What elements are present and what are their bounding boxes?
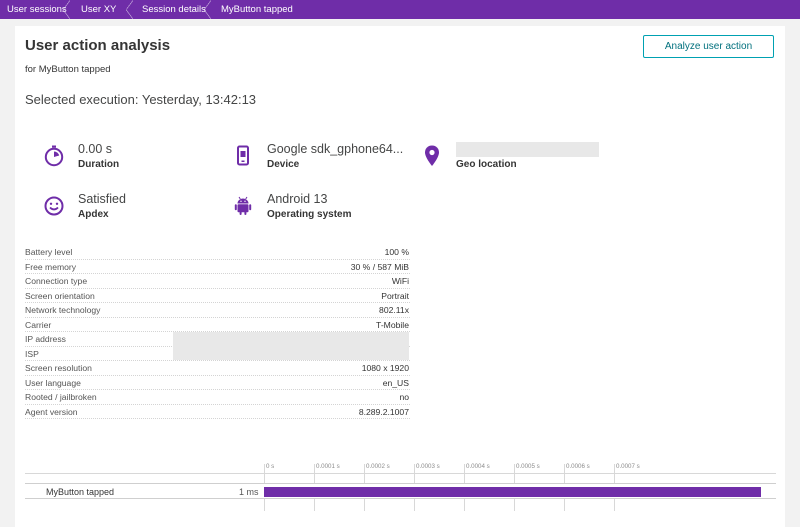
- apdex-tile: Satisfied Apdex: [42, 192, 242, 226]
- geo-location-tile: Geo location: [420, 142, 610, 176]
- stopwatch-icon: [42, 144, 66, 168]
- timeline-tick-label: 0.0007 s: [616, 463, 640, 470]
- table-row: ISP: [25, 347, 410, 361]
- os-label: Operating system: [267, 209, 352, 220]
- table-row: Battery level 100 %: [25, 245, 410, 260]
- timeline-axis: [25, 473, 776, 474]
- property-key: Carrier: [25, 319, 52, 330]
- breadcrumb: User sessions User XY Session details My…: [0, 0, 800, 19]
- table-row: Rooted / jailbroken no: [25, 390, 410, 405]
- property-key: IP address: [25, 334, 66, 344]
- timeline-tick-label: 0.0004 s: [466, 463, 490, 470]
- property-key: Free memory: [25, 261, 77, 272]
- action-timeline: 0 s 0.0001 s 0.0002 s 0.0003 s 0.0004 s …: [25, 463, 776, 513]
- property-key: Screen resolution: [25, 363, 92, 373]
- property-value: 1080 x 1920: [361, 363, 409, 373]
- duration-label: Duration: [78, 159, 120, 170]
- property-key: ISP: [25, 348, 39, 359]
- table-row: User language en_US: [25, 376, 410, 390]
- table-row: Free memory 30 % / 587 MiB: [25, 260, 410, 274]
- property-key: Connection type: [25, 276, 88, 286]
- operating-system-tile: Android 13 Operating system: [231, 192, 421, 226]
- timeline-action-duration: 1 ms: [239, 487, 259, 497]
- property-value: 100 %: [384, 247, 409, 257]
- table-row: Carrier T-Mobile: [25, 318, 410, 332]
- property-key: Screen orientation: [25, 290, 95, 301]
- smiley-icon: [42, 194, 66, 218]
- property-value: WiFi: [391, 276, 409, 286]
- property-value: en_US: [382, 377, 409, 388]
- property-value: no: [399, 392, 409, 402]
- timeline-tick-label: 0.0001 s: [316, 463, 340, 470]
- table-row: Agent version 8.289.2.1007: [25, 405, 410, 419]
- property-value: Portrait: [381, 290, 409, 301]
- redacted-ip-isp: [173, 332, 409, 360]
- session-properties-table: Battery level 100 % Free memory 30 % / 587…: [25, 245, 410, 419]
- geo-location-label: Geo location: [456, 159, 517, 170]
- property-value: 30 % / 587 MiB: [350, 261, 409, 272]
- os-value: Android 13: [267, 192, 328, 206]
- table-row: Connection type WiFi: [25, 274, 410, 289]
- table-row: Screen resolution 1080 x 1920: [25, 361, 410, 376]
- breadcrumb-current-action: MyButton tapped: [221, 4, 293, 15]
- device-tile: Google sdk_gphone64... Device: [231, 142, 421, 176]
- device-value: Google sdk_gphone64...: [267, 142, 404, 156]
- property-key: Rooted / jailbroken: [25, 392, 97, 402]
- timeline-tick-label: 0 s: [266, 463, 275, 470]
- apdex-value: Satisfied: [78, 192, 126, 206]
- table-row: Screen orientation Portrait: [25, 289, 410, 303]
- timeline-action-name: MyButton tapped: [46, 487, 115, 497]
- property-value: T-Mobile: [376, 319, 409, 330]
- breadcrumb-session-details[interactable]: Session details: [133, 0, 211, 19]
- breadcrumb-user-sessions[interactable]: User sessions: [0, 0, 70, 19]
- property-key: User language: [25, 377, 81, 388]
- property-value: 8.289.2.1007: [358, 406, 409, 417]
- page-subtitle: for MyButton tapped: [25, 64, 111, 75]
- breadcrumb-user[interactable]: User XY: [70, 0, 133, 19]
- apdex-label: Apdex: [78, 209, 109, 220]
- property-key: Network technology: [25, 305, 101, 315]
- analyze-user-action-button[interactable]: Analyze user action: [643, 35, 774, 58]
- timeline-tick-label: 0.0002 s: [366, 463, 390, 470]
- geo-location-value: [456, 142, 599, 157]
- location-pin-icon: [420, 144, 444, 168]
- timeline-action-row[interactable]: MyButton tapped 1 ms: [25, 483, 776, 499]
- table-row: Network technology 802.11x: [25, 303, 410, 318]
- property-key: Agent version: [25, 406, 78, 417]
- property-key: Battery level: [25, 247, 73, 257]
- smartphone-icon: [231, 144, 255, 168]
- device-label: Device: [267, 159, 300, 170]
- timeline-tick-label: 0.0005 s: [516, 463, 540, 470]
- timeline-tick-label: 0.0006 s: [566, 463, 590, 470]
- timeline-tick-label: 0.0003 s: [416, 463, 440, 470]
- selected-execution: Selected execution: Yesterday, 13:42:13: [25, 92, 257, 107]
- android-icon: [231, 194, 255, 218]
- timeline-duration-bar[interactable]: [264, 487, 761, 497]
- duration-value: 0.00 s: [78, 142, 113, 156]
- property-value: 802.11x: [379, 305, 409, 315]
- page-title: User action analysis: [25, 37, 171, 54]
- duration-tile: 0.00 s Duration: [42, 142, 242, 176]
- user-action-card: User action analysis for MyButton tapped…: [15, 26, 785, 527]
